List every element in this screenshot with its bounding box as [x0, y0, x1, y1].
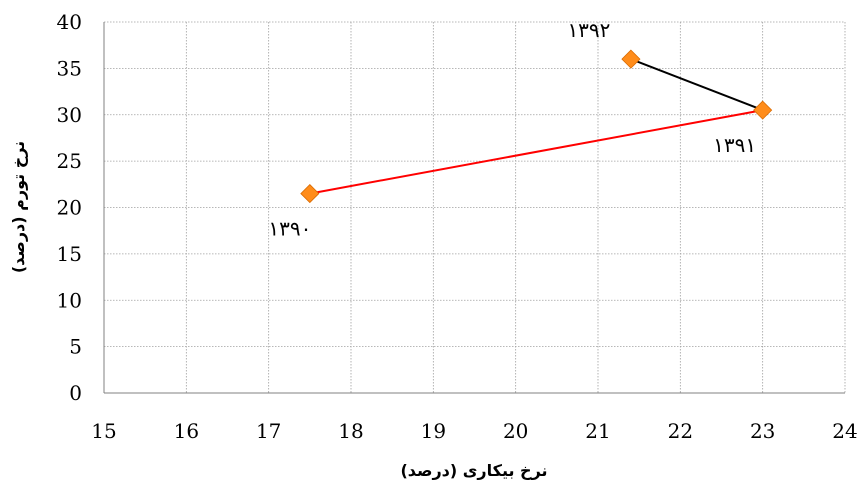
point-labels: ۱۳۹۰ ۱۳۹۱ ۱۳۹۲: [268, 18, 756, 240]
y-tick-label: 10: [57, 288, 82, 312]
y-tick-label: 0: [69, 381, 82, 405]
x-tick-label: 16: [174, 419, 199, 443]
y-tick-label: 20: [57, 196, 82, 220]
y-tick-label: 5: [69, 335, 82, 359]
series-lines: [309, 58, 764, 195]
y-tick-label: 35: [57, 56, 82, 80]
data-point-marker: [621, 49, 641, 69]
x-tick-label: 21: [585, 419, 610, 443]
data-point-label: ۱۳۹۱: [713, 133, 756, 157]
series-markers: [300, 49, 773, 204]
y-axis-title: نرخ تورم (درصد): [9, 141, 28, 273]
x-tick-labels: 15 16 17 18 19 20 21 22 23 24: [91, 419, 857, 443]
y-tick-label: 25: [57, 149, 82, 173]
y-tick-label: 40: [57, 10, 82, 34]
grid: [104, 21, 846, 393]
series-line-segment: [309, 109, 763, 195]
data-point-marker: [300, 184, 320, 204]
y-tick-labels: 0 5 10 15 20 25 30 35 40: [57, 10, 82, 405]
x-tick-label: 17: [256, 419, 281, 443]
x-tick-label: 24: [832, 419, 857, 443]
series-line-segment: [630, 58, 764, 112]
data-point-label: ۱۳۹۰: [268, 217, 311, 241]
x-tick-label: 15: [91, 419, 116, 443]
x-tick-label: 22: [668, 419, 693, 443]
data-point-label: ۱۳۹۲: [567, 18, 610, 42]
x-tick-label: 23: [750, 419, 775, 443]
x-tick-label: 20: [503, 419, 528, 443]
x-axis-title: نرخ بیکاری (درصد): [400, 461, 547, 480]
axes: [103, 22, 845, 394]
x-tick-label: 18: [338, 419, 363, 443]
y-tick-label: 15: [57, 242, 82, 266]
x-tick-label: 19: [421, 419, 446, 443]
y-tick-label: 30: [57, 103, 82, 127]
data-point-marker: [753, 100, 773, 120]
